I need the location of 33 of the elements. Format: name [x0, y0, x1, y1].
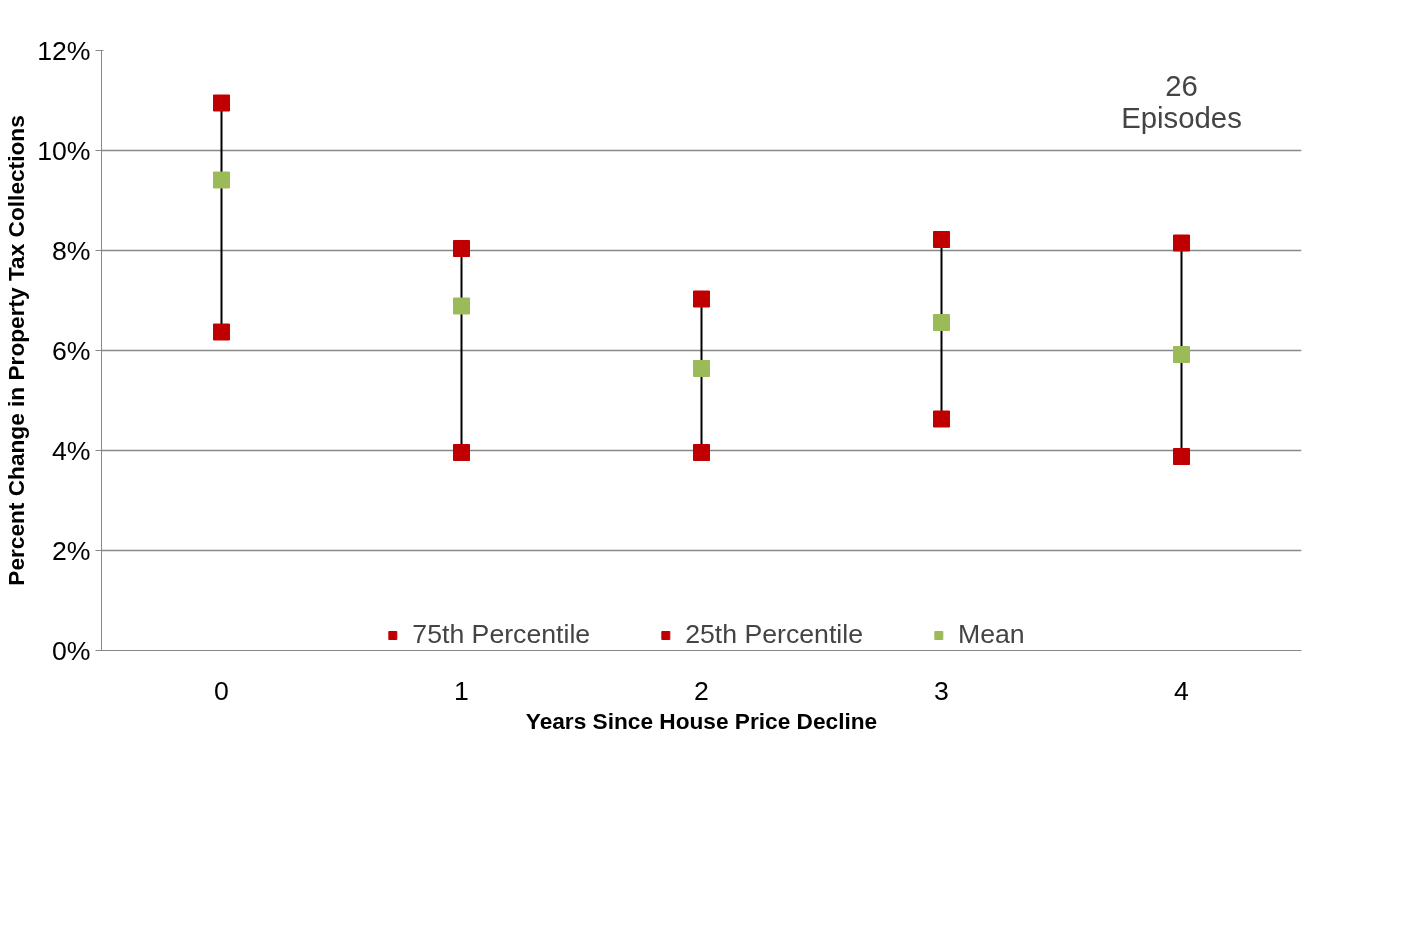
- y-tick-label: 8%: [51, 235, 91, 266]
- x-tick-label: 1: [454, 675, 469, 706]
- point: [933, 410, 950, 428]
- legend-label: 25th Percentile: [685, 619, 863, 650]
- point: [213, 94, 230, 112]
- y-tick-label: 10%: [37, 135, 91, 166]
- x-axis-title: Years Since House Price Decline: [525, 707, 878, 734]
- point: [1173, 448, 1190, 465]
- point: [453, 240, 470, 257]
- point: [933, 231, 950, 248]
- point: [453, 444, 470, 461]
- x-tick-label: 3: [934, 675, 949, 706]
- legend-label: 75th Percentile: [412, 619, 591, 650]
- y-tick-label: 6%: [51, 335, 91, 366]
- point: [933, 314, 950, 331]
- point: [453, 297, 470, 315]
- y-tick-label: 2%: [51, 535, 91, 566]
- x-tick-label: 4: [1174, 675, 1190, 706]
- point: [1173, 346, 1190, 363]
- y-tick-label: 0%: [51, 635, 91, 666]
- point: [693, 360, 710, 377]
- legend-label: Mean: [957, 619, 1025, 650]
- point: [693, 444, 710, 461]
- point: [693, 290, 710, 308]
- x-tick-label: 2: [694, 675, 709, 706]
- point: [213, 171, 230, 189]
- point: [1173, 234, 1190, 252]
- x-tick-label: 0: [214, 675, 229, 706]
- y-axis-title: Percent Change in Property Tax Collections: [3, 115, 30, 586]
- y-tick-label: 4%: [51, 435, 91, 466]
- annotation: 26 Episodes: [1121, 68, 1242, 134]
- y-tick-label: 12%: [37, 35, 91, 66]
- point: [213, 323, 230, 341]
